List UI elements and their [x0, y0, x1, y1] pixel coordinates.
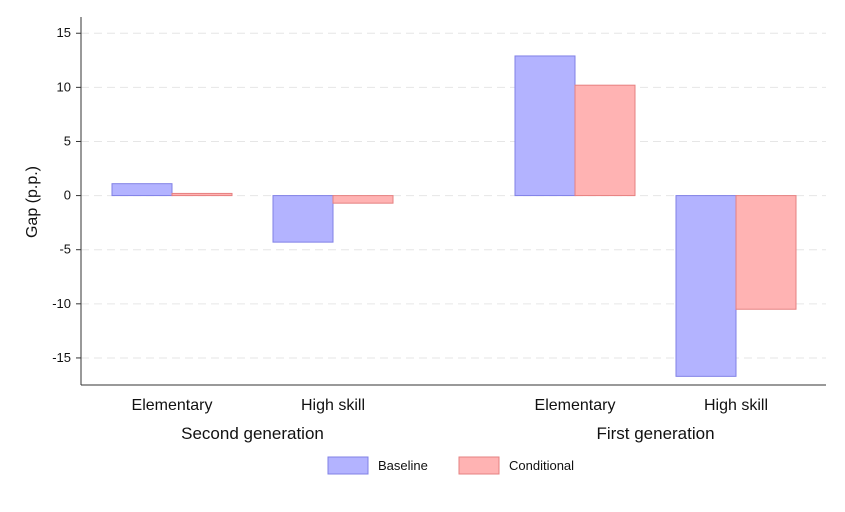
bar-baseline-0 [111, 183, 173, 197]
y-tick-label: -15 [52, 350, 71, 365]
category-label: Elementary [132, 397, 213, 414]
category-label: High skill [704, 397, 768, 414]
category-label: High skill [301, 397, 365, 414]
y-tick-label: 10 [57, 79, 71, 94]
legend-swatch-baseline [327, 456, 369, 475]
group-label: Second generation [181, 424, 324, 443]
y-ticks: 15 10 5 0 -5 -10 -15 [52, 25, 81, 365]
y-tick-label: 5 [64, 133, 71, 148]
category-label: Elementary [535, 397, 616, 414]
axes [80, 17, 826, 386]
y-tick-label: 15 [57, 25, 71, 40]
legend-label-conditional: Conditional [509, 458, 574, 473]
bar-conditional-3 [735, 195, 797, 310]
bar-baseline-3 [675, 195, 737, 377]
bar-baseline-1 [272, 195, 334, 243]
bar-baseline-2 [514, 55, 576, 197]
legend: Baseline Conditional [327, 456, 574, 475]
bar-conditional-2 [574, 84, 636, 197]
category-labels: Elementary High skill Second generation Ele… [132, 397, 768, 443]
y-tick-label: -10 [52, 296, 71, 311]
legend-label-baseline: Baseline [378, 458, 428, 473]
legend-swatch-conditional [458, 456, 500, 475]
group-label: First generation [596, 424, 714, 443]
bars [111, 55, 797, 377]
bar-conditional-1 [332, 195, 394, 204]
y-axis-title: Gap (p.p.) [24, 166, 41, 238]
bar-conditional-0 [171, 192, 233, 197]
y-tick-label: 0 [64, 188, 71, 203]
y-tick-label: -5 [59, 242, 71, 257]
